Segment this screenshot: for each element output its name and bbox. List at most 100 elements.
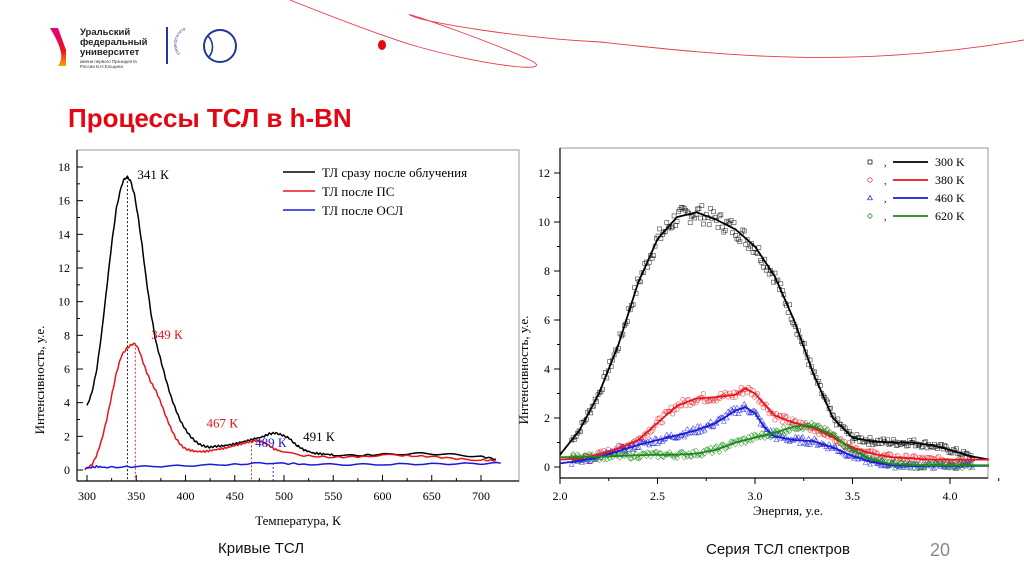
data-point <box>867 435 873 440</box>
data-point <box>942 443 947 448</box>
university-sub-line: имени первого Президента <box>80 59 137 64</box>
data-point <box>674 407 680 413</box>
data-point <box>768 268 773 273</box>
data-point <box>730 230 735 236</box>
data-point <box>799 426 806 433</box>
data-point <box>880 436 886 442</box>
legend-label: 300 K <box>935 155 965 169</box>
data-point <box>877 461 884 468</box>
data-point <box>720 418 727 424</box>
data-point <box>701 427 708 433</box>
data-point <box>659 420 665 426</box>
data-point <box>637 435 643 441</box>
data-point <box>799 433 806 440</box>
data-point <box>698 215 703 221</box>
data-point <box>661 229 667 235</box>
university-name-line: Уральский <box>80 27 131 38</box>
data-point <box>575 430 580 436</box>
data-point <box>783 437 790 443</box>
data-point <box>603 456 610 463</box>
data-point <box>636 455 642 462</box>
data-point <box>636 444 642 450</box>
data-point <box>784 413 790 419</box>
data-point <box>918 444 924 450</box>
data-point <box>808 419 815 426</box>
data-point <box>668 404 674 410</box>
data-point <box>695 206 700 212</box>
data-point <box>837 421 842 427</box>
x-tick-label: 2.5 <box>650 489 665 503</box>
data-point <box>657 226 662 232</box>
data-point <box>731 404 737 410</box>
data-point <box>854 432 860 438</box>
data-point <box>633 450 639 457</box>
data-point <box>867 461 873 467</box>
data-point <box>892 453 898 459</box>
data-point <box>936 453 942 459</box>
legend-comma: , <box>884 176 887 187</box>
university-name-line: университет <box>80 47 140 58</box>
data-point <box>671 434 677 440</box>
legend-marker <box>867 177 873 183</box>
legend-comma: , <box>884 212 887 223</box>
y-tick-label: 12 <box>538 166 550 180</box>
data-point <box>747 410 754 416</box>
data-point <box>606 455 613 462</box>
data-point <box>722 228 728 233</box>
data-point <box>642 431 648 437</box>
x-tick-label: 300 <box>78 489 96 503</box>
data-point <box>894 443 899 448</box>
data-point <box>935 461 942 468</box>
data-point <box>925 461 932 468</box>
data-point <box>601 456 607 463</box>
data-point <box>870 442 876 448</box>
data-point <box>670 224 675 230</box>
legend-label: 460 K <box>935 191 965 205</box>
x-axis-label: Температура, К <box>255 513 341 528</box>
data-point <box>931 465 938 471</box>
centenary-logo: университета <box>166 27 237 64</box>
data-point <box>674 434 680 441</box>
slide-title: Процессы ТСЛ в h-BN <box>68 103 352 133</box>
data-point <box>687 402 693 408</box>
y-tick-label: 2 <box>64 429 70 443</box>
scatter-points-380K <box>569 384 975 466</box>
data-point <box>807 427 813 433</box>
data-point <box>596 456 603 463</box>
data-point <box>628 455 635 462</box>
data-point <box>651 253 656 258</box>
data-point <box>968 458 974 464</box>
tl-curves-chart: 300 350 400 450 500 550 600 650 700 0 2 4 6 8 10 12 14 1… <box>32 149 520 528</box>
data-point <box>804 441 811 447</box>
ural-u-icon <box>50 28 66 66</box>
data-point <box>772 417 778 423</box>
data-point <box>959 455 965 461</box>
data-point <box>802 440 809 446</box>
data-point <box>614 452 620 459</box>
fit-line-620K <box>560 424 989 467</box>
y-tick-label: 4 <box>64 396 70 410</box>
x-tick-label: 2.0 <box>553 489 568 503</box>
data-point <box>969 461 976 468</box>
university-name: Уральский федеральный университет <box>80 28 147 58</box>
data-point <box>692 215 697 221</box>
data-point <box>763 267 769 273</box>
data-point <box>927 461 933 468</box>
y-axis-label: Интенсивность, у.е. <box>32 326 47 435</box>
data-point <box>683 403 689 409</box>
data-point <box>668 225 674 231</box>
data-point <box>711 209 716 215</box>
data-point <box>745 409 752 415</box>
peak-annotation: 341 К <box>137 167 169 182</box>
swoosh-line <box>289 0 1024 68</box>
data-point <box>794 425 800 433</box>
data-point <box>724 218 730 224</box>
peak-annotation: 491 К <box>303 429 335 444</box>
data-point <box>674 454 680 462</box>
data-point <box>759 260 765 265</box>
y-tick-label: 8 <box>64 328 70 342</box>
y-tick-label: 18 <box>58 160 70 174</box>
data-point <box>943 461 949 468</box>
data-point <box>795 433 802 440</box>
data-point <box>862 459 869 465</box>
